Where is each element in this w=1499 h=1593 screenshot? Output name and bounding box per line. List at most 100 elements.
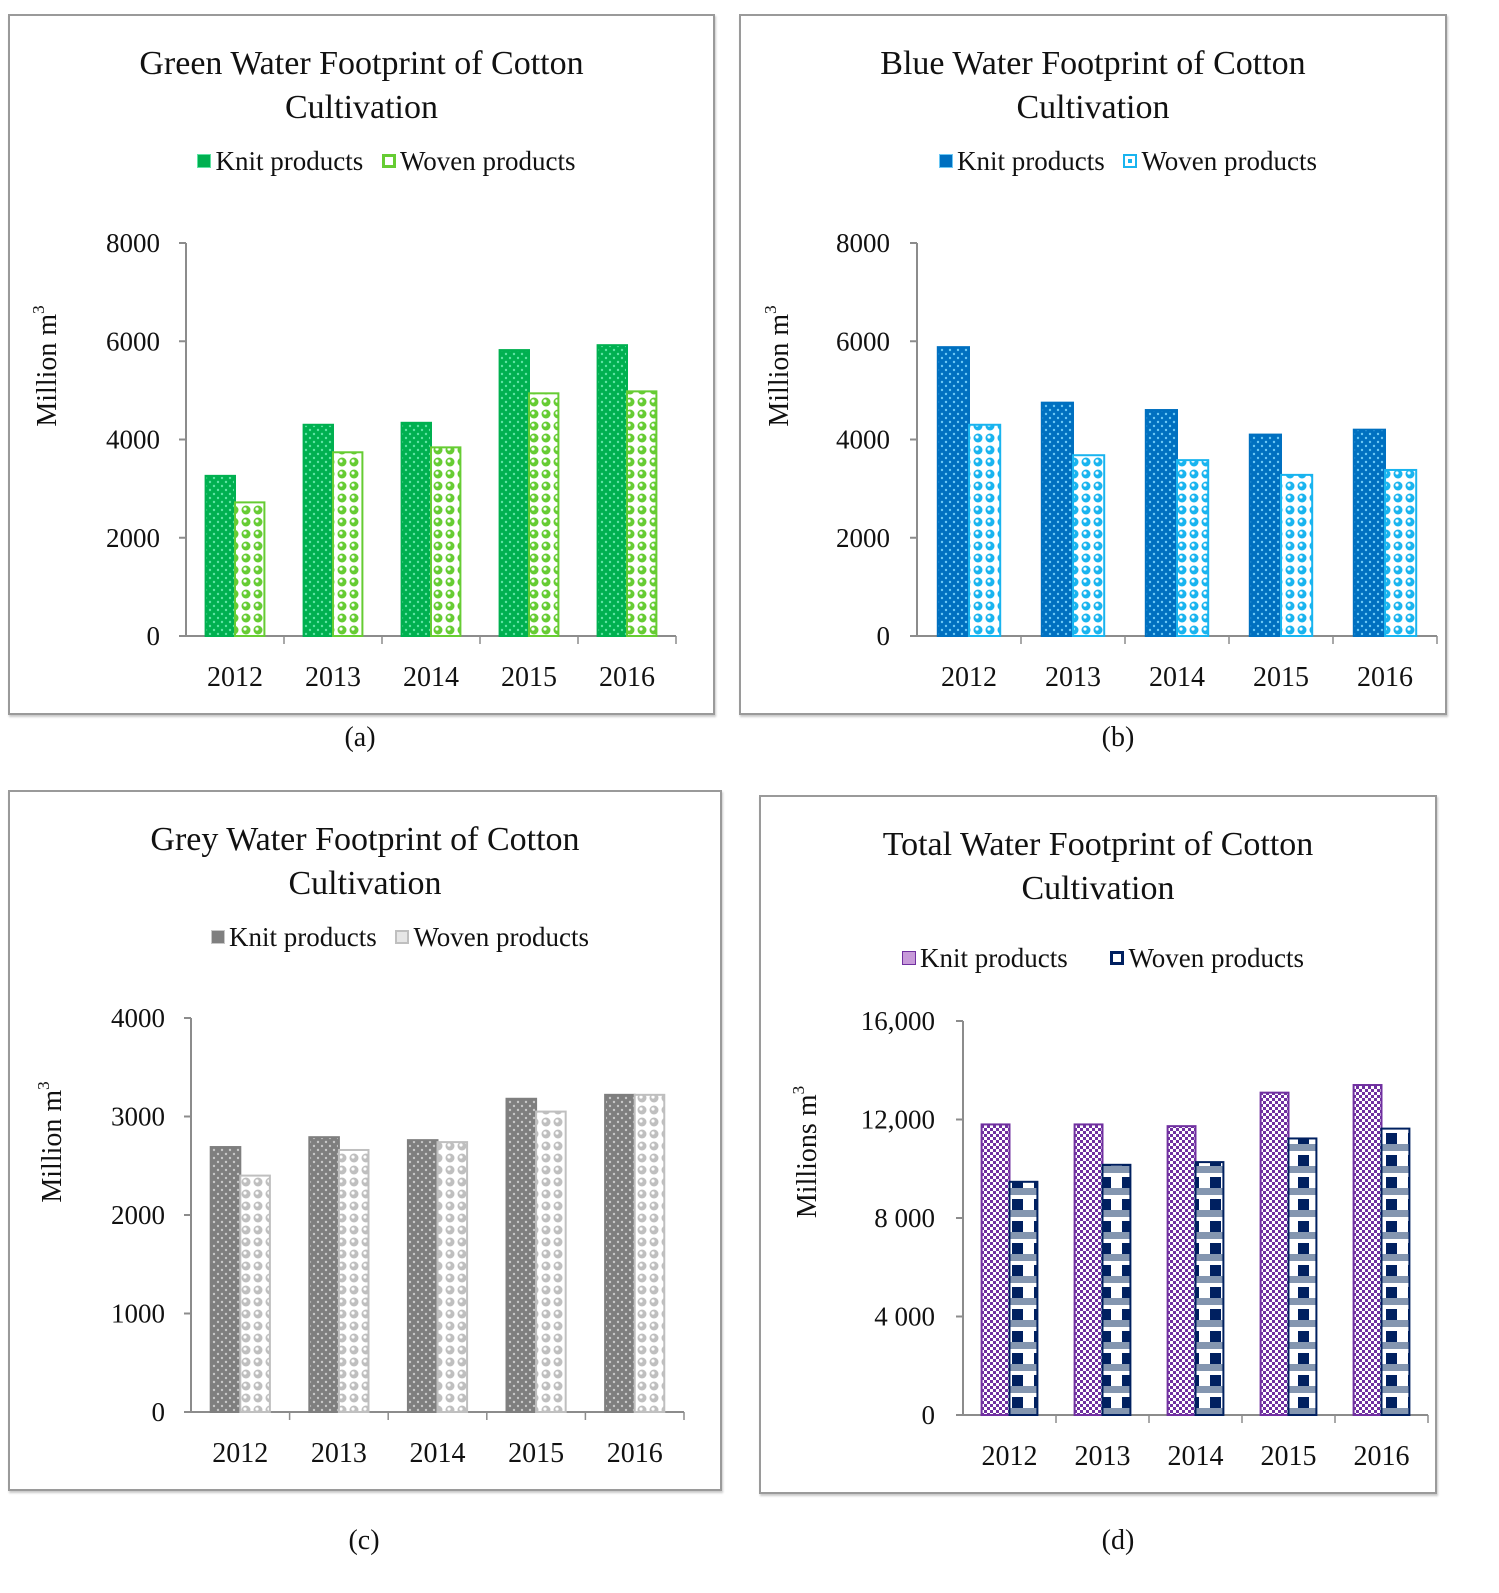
legend-swatch-woven [1110, 951, 1125, 965]
y-tick-label: 3000 [111, 1102, 165, 1132]
legend-label: Woven products [413, 921, 590, 952]
chart-title: Green Water Footprint of Cotton Cultivat… [10, 42, 713, 130]
bar-woven-2015 [1287, 1137, 1318, 1417]
legend-item-knit: Knit products [197, 146, 363, 177]
y-tick-label: 2000 [106, 523, 160, 553]
chart-b: 0 2000 4000 6000 8000 Million m3 2012 2013 2014 2… [761, 228, 1438, 693]
x-tick-label: 2016 [599, 662, 655, 693]
bar-knit-2015 [498, 349, 531, 637]
y-tick-label: 0 [922, 1400, 936, 1430]
legend: Knit products Woven products [761, 941, 1435, 974]
legend-swatch-woven [381, 154, 396, 168]
bar-woven-2012 [234, 501, 266, 637]
chart-a: 0 2000 4000 6000 8000 Million m3 2012 2013 2014 2… [29, 228, 677, 693]
bar-knit-2016 [604, 1093, 636, 1413]
x-tick-label: 2012 [207, 662, 263, 693]
x-tick-label: 2015 [501, 662, 557, 693]
x-tick-label: 2012 [982, 1441, 1038, 1472]
bar-knit-2014 [406, 1139, 439, 1413]
bar-woven-2016 [1380, 1127, 1411, 1416]
bar-knit-2013 [1073, 1123, 1104, 1417]
bar-knit-2012 [209, 1146, 242, 1414]
bar-knit-2013 [308, 1136, 340, 1414]
legend-item-knit: Knit products [210, 922, 377, 953]
legend-item-woven: Woven products [1123, 146, 1317, 177]
bar-knit-2016 [1352, 428, 1387, 637]
y-tick-label: 12,000 [861, 1105, 935, 1135]
bar-knit-2015 [505, 1097, 538, 1414]
legend-label: Knit products [919, 942, 1068, 973]
legend-label: Woven products [1128, 942, 1305, 973]
caption-d: (d) [1101, 1525, 1135, 1556]
y-tick-label: 6000 [836, 326, 890, 356]
y-tick-label: 0 [877, 621, 891, 651]
bar-knit-2016 [596, 344, 628, 637]
caption-c: (c) [348, 1525, 380, 1556]
y-axis-title: Million m3 [761, 305, 795, 426]
chart-d: 0 4 000 8 000 12,000 16,000 Millions m3 2012 20… [789, 1006, 1429, 1472]
y-axis-title: Million m3 [34, 1081, 68, 1202]
x-tick-label: 2014 [1168, 1441, 1224, 1472]
legend: Knit products Woven products [741, 144, 1445, 177]
bar-woven-2016 [626, 390, 658, 638]
caption-a: (a) [344, 722, 376, 753]
x-tick-label: 2013 [1045, 662, 1101, 693]
bar-knit-2012 [936, 346, 970, 637]
legend-swatch-woven [1123, 154, 1138, 168]
chart-title: Blue Water Footprint of Cotton Cultivati… [741, 42, 1445, 130]
bar-woven-2012 [239, 1174, 271, 1413]
legend-swatch-knit [901, 951, 916, 965]
legend-label: Knit products [215, 145, 364, 176]
x-tick-label: 2015 [1253, 662, 1309, 693]
bar-woven-2015 [535, 1110, 567, 1413]
bar-woven-2014 [430, 446, 462, 637]
x-tick-label: 2015 [508, 1438, 564, 1469]
legend-swatch-knit [938, 154, 953, 168]
bar-woven-2013 [337, 1148, 370, 1413]
legend-item-woven: Woven products [381, 146, 576, 177]
bar-knit-2013 [1040, 401, 1075, 637]
title-line-2: Cultivation [285, 89, 438, 126]
y-tick-label: 4000 [111, 1003, 165, 1033]
legend: Knit products Woven products [10, 144, 713, 177]
bar-woven-2013 [332, 451, 364, 637]
y-tick-label: 0 [152, 1397, 166, 1427]
x-tick-label: 2015 [1261, 1441, 1317, 1472]
bar-woven-2015 [1280, 473, 1314, 637]
y-tick-label: 6000 [106, 326, 160, 356]
bar-knit-2014 [1144, 409, 1179, 637]
y-tick-label: 4 000 [874, 1302, 935, 1332]
bar-woven-2013 [1072, 454, 1106, 637]
x-tick-label: 2016 [1357, 662, 1413, 693]
y-tick-label: 8 000 [874, 1203, 935, 1233]
y-tick-label: 2000 [836, 523, 890, 553]
y-axis-title: Million m3 [29, 305, 63, 426]
caption-b: (b) [1101, 722, 1135, 753]
bar-knit-2014 [400, 421, 433, 637]
chart-title: Grey Water Footprint of Cotton Cultivati… [10, 818, 720, 906]
legend-label: Knit products [956, 145, 1105, 176]
title-line-1: Green Water Footprint of Cotton [139, 45, 584, 82]
bar-knit-2015 [1248, 433, 1283, 637]
bar-knit-2016 [1352, 1084, 1383, 1417]
y-tick-label: 8000 [836, 228, 890, 258]
bar-woven-2013 [1101, 1163, 1132, 1417]
y-tick-label: 4000 [836, 425, 890, 455]
legend-swatch-knit [210, 930, 225, 944]
bar-knit-2012 [980, 1123, 1011, 1417]
x-tick-label: 2016 [607, 1438, 663, 1469]
y-tick-label: 0 [147, 621, 161, 651]
x-tick-label: 2012 [212, 1438, 268, 1469]
legend-swatch-woven [395, 930, 410, 944]
chart-c: 0 1000 2000 3000 4000 Million m3 2012 2013 2014 2… [34, 1003, 685, 1469]
y-axis-title: Millions m3 [789, 1086, 823, 1218]
bar-knit-2012 [204, 474, 237, 638]
title-line-1: Grey Water Footprint of Cotton [150, 821, 580, 858]
bar-knit-2015 [1259, 1091, 1290, 1416]
bar-knit-2014 [1166, 1125, 1197, 1417]
legend-swatch-knit [197, 154, 212, 168]
title-line-1: Total Water Footprint of Cotton [882, 826, 1314, 863]
bar-woven-2014 [436, 1141, 469, 1413]
bar-woven-2012 [1008, 1180, 1039, 1417]
